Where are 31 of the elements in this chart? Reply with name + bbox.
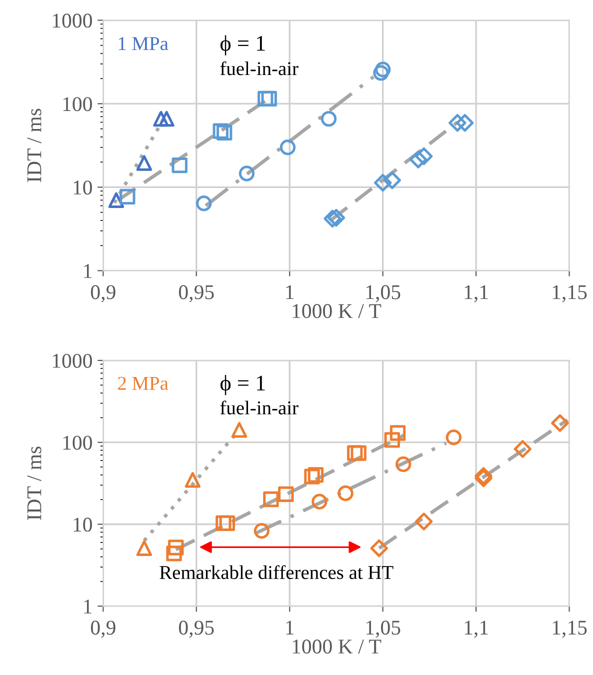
x-tick-label: 1 <box>286 285 294 300</box>
x-tick-label: 1,05 <box>366 285 400 302</box>
annotation: fuel-in-air <box>220 61 298 76</box>
y-tick-label: 100 <box>63 97 92 112</box>
x-tick-label: 0,9 <box>90 620 116 638</box>
x-axis-title: 1000 K / T <box>292 304 382 318</box>
x-tick-label: 0,95 <box>178 620 214 638</box>
y-tick-label: 10 <box>74 518 92 532</box>
x-tick-label: 1,1 <box>464 285 488 302</box>
x-tick-label: 1,15 <box>552 620 587 638</box>
annotation: 2 MPa <box>118 376 168 390</box>
annotation: ϕ = 1 <box>220 374 265 396</box>
annotation: ϕ = 1 <box>220 35 265 56</box>
y-axis-title: IDT / ms <box>27 108 42 182</box>
y-tick-label: 10 <box>74 180 92 195</box>
annotation: fuel-in-air <box>220 400 298 414</box>
x-tick-label: 1,15 <box>552 285 587 302</box>
y-tick-label: 1 <box>84 600 92 614</box>
y-tick-label: 1000 <box>52 14 92 28</box>
y-tick-label: 1000 <box>52 354 92 368</box>
x-tick-label: 0,9 <box>90 285 116 302</box>
x-tick-label: 1 <box>286 620 294 634</box>
x-axis-title: 1000 K / T <box>292 640 382 654</box>
y-tick-label: 1 <box>84 264 92 278</box>
x-tick-label: 1,1 <box>464 620 488 638</box>
y-tick-label: 100 <box>63 436 92 450</box>
x-tick-label: 0,95 <box>178 285 214 302</box>
annotation: Remarkable differences at HT <box>160 565 394 580</box>
annotation: 1 MPa <box>118 37 168 50</box>
x-tick-label: 1,05 <box>366 620 400 638</box>
y-axis-title: IDT / ms <box>27 446 42 520</box>
